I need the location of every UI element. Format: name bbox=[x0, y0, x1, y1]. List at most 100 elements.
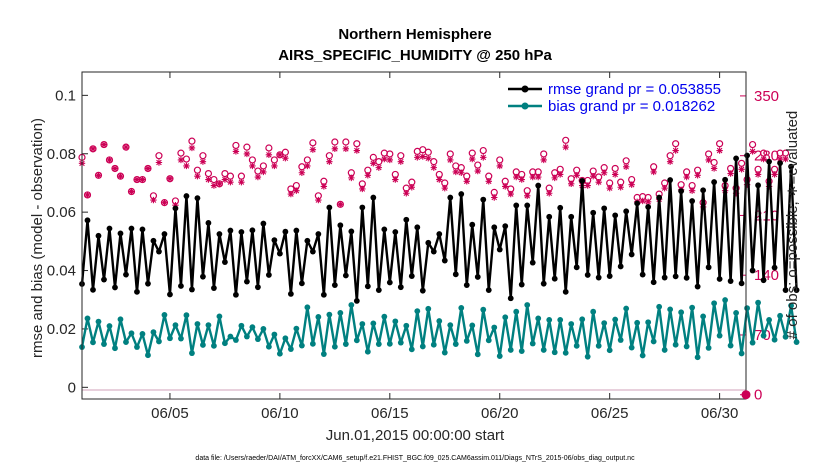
rmse-point bbox=[507, 295, 514, 302]
obs-evaluated-marker bbox=[133, 176, 141, 183]
y-tick-label: 0 bbox=[68, 379, 76, 396]
obs-possible-marker bbox=[265, 144, 273, 152]
obs-evaluated-marker bbox=[485, 178, 492, 185]
bias-point bbox=[777, 312, 783, 319]
rmse-point bbox=[414, 224, 421, 231]
bias-point bbox=[584, 353, 591, 360]
bias-point bbox=[755, 299, 761, 306]
rmse-point bbox=[304, 237, 311, 244]
rmse-point bbox=[178, 283, 184, 289]
obs-evaluated-marker bbox=[331, 145, 339, 153]
rmse-point bbox=[106, 225, 113, 232]
rmse-point bbox=[331, 282, 338, 289]
rmse-point bbox=[568, 213, 575, 220]
bias-point bbox=[667, 306, 674, 313]
obs-possible-marker bbox=[353, 140, 361, 148]
obs-evaluated-marker bbox=[232, 148, 240, 155]
rmse-point bbox=[348, 228, 355, 235]
bias-point bbox=[716, 332, 723, 339]
obs-evaluated-marker bbox=[535, 173, 542, 181]
rmse-point bbox=[112, 284, 118, 291]
bias-point bbox=[238, 322, 245, 329]
obs-evaluated-marker bbox=[584, 182, 591, 189]
bias-point bbox=[375, 341, 382, 348]
bias-point bbox=[112, 345, 118, 352]
rmse-point bbox=[370, 194, 377, 201]
bias-point bbox=[788, 302, 794, 309]
obs-possible-marker bbox=[479, 146, 487, 155]
legend-bias-label: bias grand pr = 0.018262 bbox=[548, 98, 715, 115]
bias-point bbox=[463, 337, 470, 344]
bias-point bbox=[760, 332, 767, 339]
obs-evaluated-marker bbox=[672, 147, 679, 154]
obs-evaluated-marker bbox=[474, 167, 481, 175]
bias-point bbox=[590, 308, 597, 315]
obs-evaluated-marker bbox=[353, 147, 361, 154]
bias-point bbox=[414, 308, 421, 315]
rmse-point bbox=[216, 231, 223, 237]
obs-evaluated-marker bbox=[403, 190, 410, 197]
obs-evaluated-marker bbox=[166, 175, 174, 182]
bias-point bbox=[205, 322, 212, 329]
rmse-point bbox=[441, 257, 448, 264]
obs-evaluated-marker bbox=[452, 168, 459, 176]
obs-evaluated-marker bbox=[589, 172, 597, 180]
rmse-point bbox=[755, 182, 761, 189]
obs-evaluated-marker bbox=[293, 187, 300, 194]
bias-point bbox=[711, 300, 718, 307]
obs-possible-marker bbox=[155, 152, 163, 160]
obs-evaluated-marker bbox=[749, 148, 756, 155]
obs-evaluated-marker bbox=[320, 183, 328, 190]
y-tick-label: 0.08 bbox=[47, 146, 76, 163]
bias-point bbox=[392, 318, 399, 325]
obs-evaluated-marker bbox=[540, 156, 547, 164]
bias-point bbox=[606, 347, 613, 354]
bias-point bbox=[793, 339, 800, 345]
rmse-point bbox=[689, 198, 696, 204]
obs-evaluated-marker bbox=[688, 187, 696, 194]
obs-evaluated-marker bbox=[326, 158, 333, 165]
bias-point bbox=[408, 346, 415, 353]
obs-evaluated-marker bbox=[617, 184, 624, 191]
bias-point bbox=[491, 324, 498, 331]
obs-evaluated-marker bbox=[518, 176, 525, 183]
bias-point bbox=[546, 316, 553, 323]
bias-point bbox=[315, 314, 322, 320]
obs-evaluated-marker bbox=[469, 155, 476, 163]
rmse-point bbox=[639, 271, 646, 278]
rmse-point bbox=[463, 282, 470, 289]
obs-evaluated-marker bbox=[205, 176, 212, 183]
obs-evaluated-marker bbox=[496, 162, 503, 170]
obs-evaluated-marker bbox=[463, 178, 470, 185]
rmse-point bbox=[145, 280, 151, 287]
bias-point bbox=[683, 343, 690, 350]
rmse-point bbox=[771, 264, 778, 271]
rmse-point bbox=[271, 237, 278, 244]
bias-point bbox=[249, 324, 256, 331]
rmse-point bbox=[211, 285, 217, 291]
x-tick-label: 06/25 bbox=[591, 405, 629, 422]
rmse-point bbox=[469, 221, 476, 228]
rmse-point bbox=[452, 271, 459, 278]
bias-point bbox=[700, 313, 707, 320]
rmse-point bbox=[298, 280, 305, 287]
rmse-point bbox=[282, 228, 289, 235]
obs-evaluated-marker bbox=[150, 196, 157, 204]
rmse-point bbox=[496, 246, 503, 253]
rmse-point bbox=[595, 274, 602, 281]
bias-point bbox=[738, 350, 745, 357]
rmse-point bbox=[700, 187, 707, 194]
obs-evaluated-marker bbox=[199, 158, 207, 165]
bias-point bbox=[524, 302, 531, 308]
rmse-point bbox=[722, 176, 729, 183]
rmse-point bbox=[189, 286, 195, 293]
rmse-point bbox=[694, 283, 701, 290]
bias-point bbox=[309, 340, 316, 347]
bias-point bbox=[771, 336, 778, 343]
rmse-point bbox=[557, 204, 564, 211]
rmse-point bbox=[117, 230, 124, 237]
rmse-point bbox=[645, 203, 652, 210]
legend: rmse grand pr = 0.053855 bias grand pr =… bbox=[508, 81, 721, 115]
obs-possible-marker bbox=[342, 138, 350, 146]
rmse-point bbox=[777, 160, 783, 166]
